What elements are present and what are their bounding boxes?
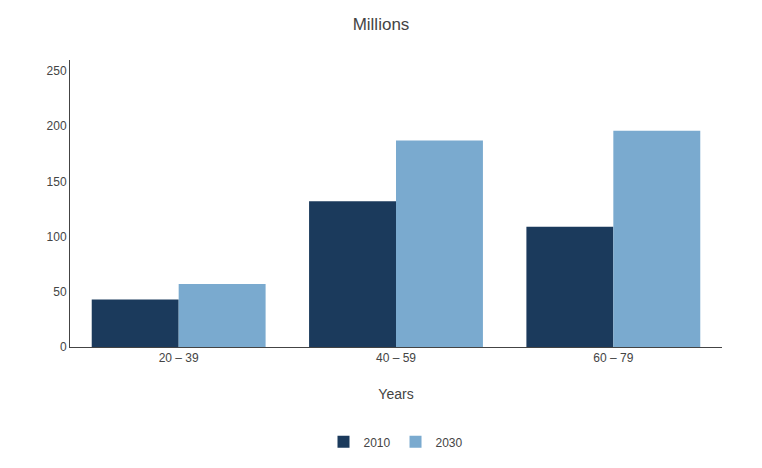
svg-text:100: 100 [47, 230, 67, 244]
svg-text:2010: 2010 [364, 436, 391, 450]
svg-text:50: 50 [53, 285, 67, 299]
svg-text:Years: Years [378, 386, 413, 402]
svg-text:150: 150 [47, 175, 67, 189]
svg-text:2030: 2030 [436, 436, 463, 450]
svg-text:60 – 79: 60 – 79 [593, 351, 633, 365]
svg-text:20 – 39: 20 – 39 [159, 351, 199, 365]
svg-text:200: 200 [47, 119, 67, 133]
svg-text:0: 0 [60, 340, 67, 354]
svg-text:40 – 59: 40 – 59 [376, 351, 416, 365]
svg-text:250: 250 [47, 64, 67, 78]
svg-text:Millions: Millions [353, 15, 410, 34]
